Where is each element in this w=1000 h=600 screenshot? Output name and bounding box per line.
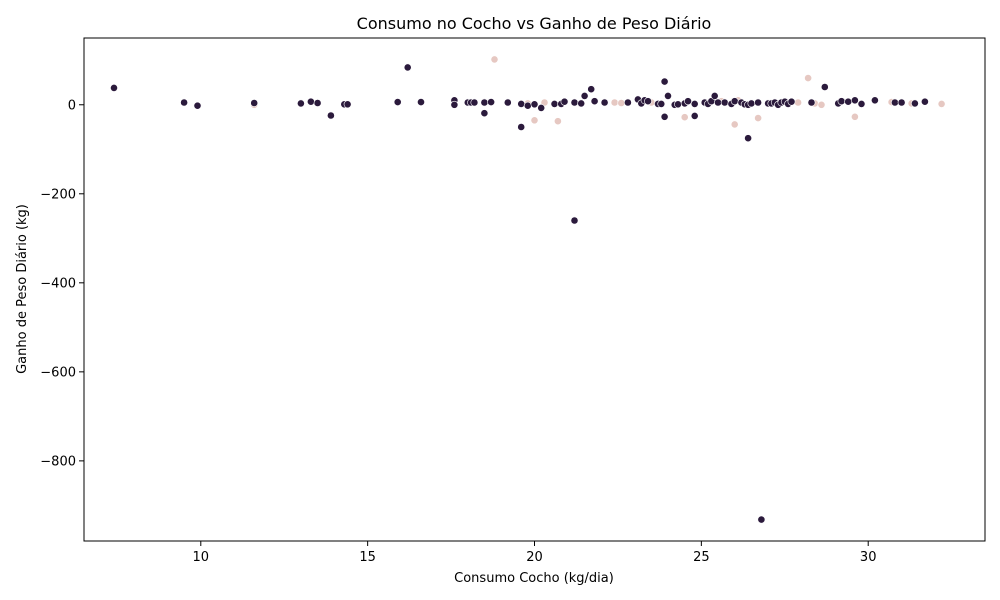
y-tick-label: −200 <box>40 187 76 202</box>
data-point-s0-35 <box>590 97 599 106</box>
y-tick-label: −600 <box>40 365 76 380</box>
data-point-s0-29 <box>560 97 569 106</box>
data-point-s0-52 <box>690 112 699 120</box>
data-point-s0-83 <box>871 96 879 105</box>
x-tick-label: 20 <box>526 550 543 565</box>
data-point-s0-3 <box>250 99 259 107</box>
data-point-s0-41 <box>644 97 652 106</box>
x-tick-label: 25 <box>693 550 710 565</box>
points-layer <box>110 55 946 524</box>
data-point-s0-45 <box>660 77 669 86</box>
y-tick-label: −800 <box>40 454 76 469</box>
x-tick-label: 15 <box>359 550 376 565</box>
data-point-s1-11 <box>680 113 689 122</box>
data-point-s0-82 <box>857 100 866 108</box>
data-point-s0-5 <box>306 97 315 106</box>
data-point-s0-22 <box>517 100 526 108</box>
data-point-s0-37 <box>624 98 632 107</box>
data-point-s0-4 <box>296 99 305 108</box>
data-point-s1-16 <box>794 98 802 107</box>
y-axis-label: Ganho de Peso Diário (kg) <box>15 204 30 374</box>
data-point-s0-57 <box>714 98 722 107</box>
data-point-s0-81 <box>851 96 859 105</box>
data-point-s0-79 <box>837 97 846 106</box>
data-point-s0-14 <box>450 100 459 109</box>
data-point-s0-23 <box>517 123 526 131</box>
chart-title: Consumo no Cocho vs Ganho de Peso Diário <box>357 14 712 33</box>
x-tick-label: 30 <box>860 550 877 565</box>
data-point-s1-17 <box>804 74 812 82</box>
data-point-s0-77 <box>820 83 829 91</box>
data-point-s0-26 <box>537 104 546 112</box>
data-point-s0-24 <box>523 101 532 110</box>
data-point-s0-50 <box>684 97 692 106</box>
y-tick-label: −400 <box>40 276 76 291</box>
data-point-s0-11 <box>403 63 412 72</box>
data-point-s0-64 <box>744 134 752 143</box>
data-point-s0-25 <box>530 100 539 109</box>
data-point-s0-65 <box>747 99 756 108</box>
data-point-s1-13 <box>730 120 739 129</box>
data-point-s0-76 <box>807 98 816 107</box>
data-point-s1-23 <box>937 100 946 108</box>
data-point-s0-51 <box>690 100 699 108</box>
data-point-s0-75 <box>787 97 796 106</box>
data-point-s0-17 <box>470 98 479 107</box>
data-point-s0-18 <box>480 109 489 118</box>
data-point-s1-3 <box>490 55 499 64</box>
data-point-s0-48 <box>674 100 682 109</box>
data-point-s0-36 <box>600 98 609 107</box>
y-tick-label: 0 <box>68 98 76 113</box>
data-point-s0-84 <box>891 98 899 107</box>
data-point-s0-6 <box>313 99 322 107</box>
data-point-s1-19 <box>817 100 826 109</box>
data-point-s0-10 <box>393 98 402 106</box>
data-point-s0-33 <box>580 92 589 100</box>
data-point-s0-21 <box>503 98 512 107</box>
data-point-s0-7 <box>326 111 335 120</box>
x-axis-ticks: 10 15 20 25 30 <box>193 541 877 565</box>
data-point-s1-15 <box>754 114 762 122</box>
data-point-s0-86 <box>911 99 919 108</box>
data-point-s0-0 <box>110 84 118 92</box>
data-point-s1-5 <box>530 116 539 125</box>
data-point-s0-9 <box>343 100 352 109</box>
x-axis-label: Consumo Cocho (kg/dia) <box>454 571 614 586</box>
data-point-s0-1 <box>180 98 188 107</box>
data-point-s1-20 <box>851 112 859 121</box>
data-point-s0-85 <box>897 98 906 107</box>
data-point-s0-58 <box>720 98 729 107</box>
data-point-s0-2 <box>193 101 202 110</box>
data-point-s0-32 <box>577 99 586 108</box>
data-point-s0-27 <box>550 100 559 108</box>
y-axis-ticks: 0 −200 −400 −600 −800 <box>40 98 84 469</box>
data-point-s0-43 <box>657 100 666 108</box>
x-tick-label: 10 <box>193 550 210 565</box>
data-point-s0-66 <box>754 98 762 107</box>
data-point-s0-67 <box>757 515 766 524</box>
data-point-s0-56 <box>710 92 719 100</box>
data-point-s0-87 <box>921 97 929 106</box>
data-point-s0-44 <box>660 112 669 121</box>
data-point-s0-60 <box>730 97 739 106</box>
data-point-s1-9 <box>617 99 626 107</box>
data-point-s0-12 <box>417 98 425 106</box>
data-point-s0-80 <box>844 97 853 106</box>
data-point-s1-7 <box>554 117 562 126</box>
data-point-s0-34 <box>587 85 596 94</box>
data-point-s0-31 <box>570 216 579 225</box>
data-point-s0-30 <box>570 98 579 107</box>
data-point-s0-46 <box>664 92 672 100</box>
data-point-s0-19 <box>480 98 489 107</box>
data-point-s1-8 <box>610 98 619 107</box>
data-point-s0-20 <box>487 98 495 106</box>
